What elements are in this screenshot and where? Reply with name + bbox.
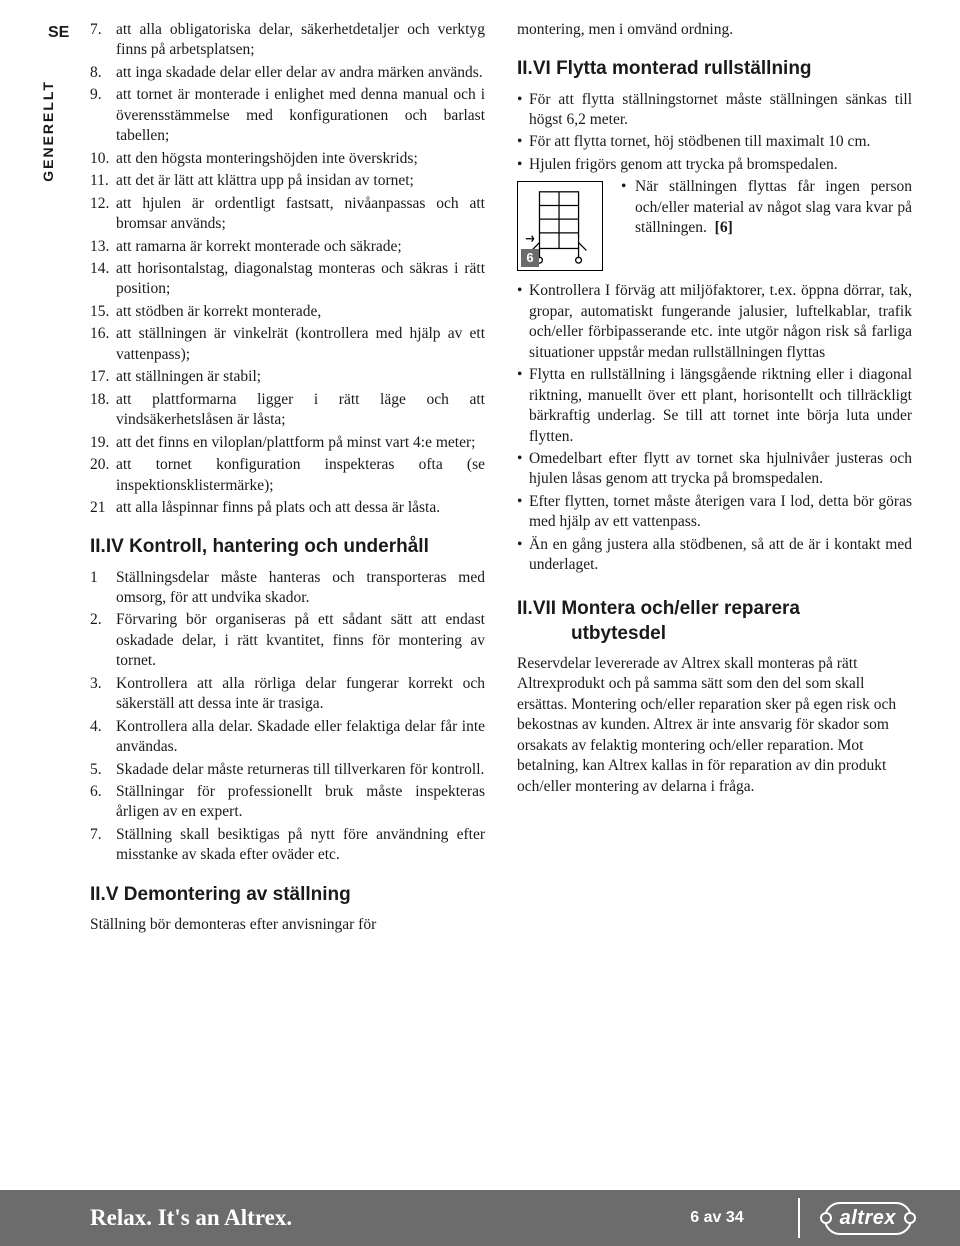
list-item: 15.att stödben är korrekt monterade, — [90, 302, 485, 322]
list-item: 12.att hjulen är ordentligt fastsatt, ni… — [90, 194, 485, 235]
page-footer: Relax. It's an Altrex. 6 av 34 altrex — [0, 1190, 960, 1246]
bullet-item: •Hjulen frigörs genom att trycka på brom… — [517, 155, 912, 175]
continuation-line: montering, men i omvänd ordning. — [517, 20, 912, 40]
bullet-item: •Flytta en rullställning i längsgående r… — [517, 365, 912, 447]
heading-ii-v: II.V Demontering av ställning — [90, 882, 485, 907]
list-item: 16.att ställningen är vinkelrät (kontrol… — [90, 324, 485, 365]
list-item: 18.att plattformarna ligger i rätt läge … — [90, 390, 485, 431]
wrapped-bullet: • När ställningen flyttas får ingen pers… — [617, 177, 912, 238]
footer-page-number: 6 av 34 — [690, 1209, 743, 1227]
heading-ii-vii: II.VII Montera och/eller reparera utbyte… — [517, 596, 912, 646]
ii-v-text: Ställning bör demonteras efter anvisning… — [90, 915, 485, 935]
bullet-item: •För att flytta tornet, höj stödbenen ti… — [517, 132, 912, 152]
list-item: 4.Kontrollera alla delar. Skadade eller … — [90, 717, 485, 758]
bullet-item: •Kontrollera I förväg att miljöfaktorer,… — [517, 281, 912, 363]
list-item: 7.att alla obligatoriska delar, säkerhet… — [90, 20, 485, 61]
list-item: 21att alla låspinnar finns på plats och … — [90, 498, 485, 518]
figure-6: 6 — [517, 181, 607, 277]
list-item: 19.att det finns en viloplan/plattform p… — [90, 433, 485, 453]
section-vertical-label: GENERELLT — [40, 80, 56, 182]
list-item: 8.att inga skadade delar eller delar av … — [90, 63, 485, 83]
right-column: montering, men i omvänd ordning. II.VI F… — [517, 20, 912, 937]
list-item: 20.att tornet konfiguration inspekteras … — [90, 455, 485, 496]
list-item: 6.Ställningar för professionellt bruk må… — [90, 782, 485, 823]
list-item: 3.Kontrollera att alla rörliga delar fun… — [90, 674, 485, 715]
list-item: 11.att det är lätt att klättra upp på in… — [90, 171, 485, 191]
manual-page: SE GENERELLT 7.att alla obligatoriska de… — [0, 0, 960, 1180]
heading-ii-vi: II.VI Flytta monterad rullställning — [517, 56, 912, 81]
list-item: 14.att horisontalstag, diagonalstag mont… — [90, 259, 485, 300]
footer-divider — [798, 1198, 800, 1238]
figure-6-diagram: 6 — [517, 181, 603, 271]
bullet-item: •För att flytta ställningstornet måste s… — [517, 90, 912, 131]
heading-ii-iv: II.IV Kontroll, hantering och underhåll — [90, 534, 485, 559]
language-code: SE — [48, 24, 69, 42]
list-item: 5.Skadade delar måste returneras till ti… — [90, 760, 485, 780]
figure-6-wrap-block: 6 • När ställningen flyttas får ingen pe… — [517, 177, 912, 281]
list-item: 1Ställningsdelar måste hanteras och tran… — [90, 568, 485, 609]
left-column: 7.att alla obligatoriska delar, säkerhet… — [90, 20, 485, 937]
bullet-item: •Än en gång justera alla stödbenen, så a… — [517, 535, 912, 576]
list-item: 7.Ställning skall besiktigas på nytt för… — [90, 825, 485, 866]
list-item: 2.Förvaring bör organiseras på ett sådan… — [90, 610, 485, 671]
list-item: 17.att ställningen är stabil; — [90, 367, 485, 387]
list-item: 9.att tornet är monterade i enlighet med… — [90, 85, 485, 146]
footer-logo: altrex — [824, 1202, 912, 1235]
ii-vii-text: Reservdelar levererade av Altrex skall m… — [517, 654, 912, 797]
list-item: 10.att den högsta monteringshöjden inte … — [90, 149, 485, 169]
bullet-item: •Efter flytten, tornet måste återigen va… — [517, 492, 912, 533]
list-item: 13.att ramarna är korrekt monterade och … — [90, 237, 485, 257]
bullet-item: •Omedelbart efter flytt av tornet ska hj… — [517, 449, 912, 490]
wrapped-bullet-text: När ställningen flyttas får ingen person… — [635, 177, 912, 238]
figure-number-badge: 6 — [521, 249, 539, 267]
two-column-layout: 7.att alla obligatoriska delar, säkerhet… — [90, 20, 912, 937]
footer-slogan: Relax. It's an Altrex. — [90, 1205, 690, 1231]
